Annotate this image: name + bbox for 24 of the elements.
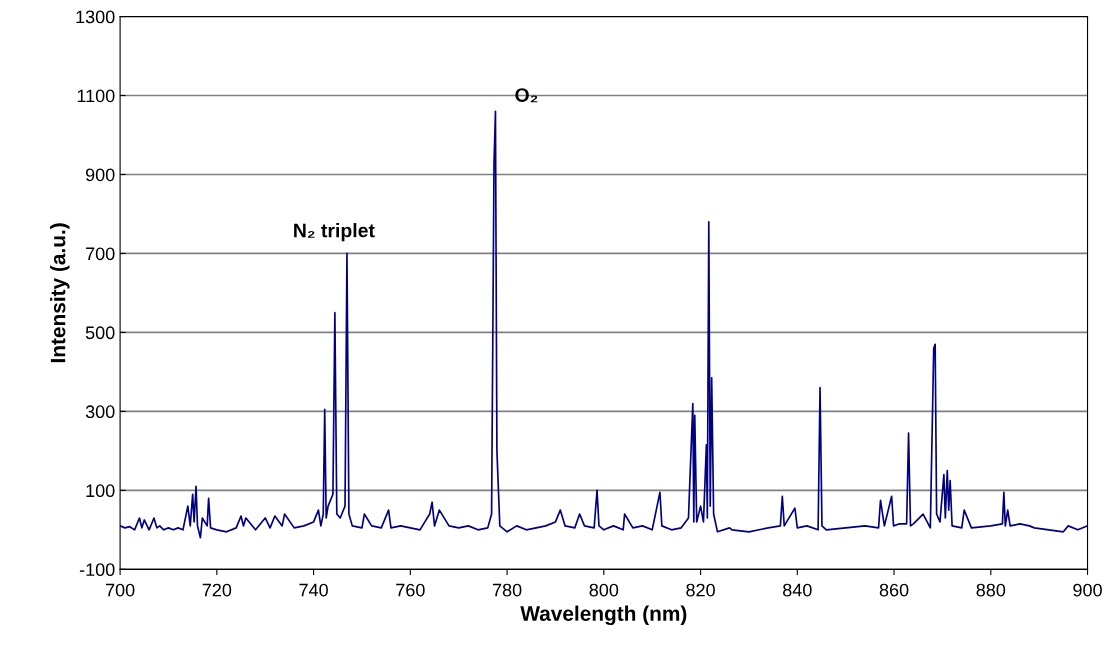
x-tick-label: 900 — [1073, 583, 1102, 597]
y-tick-label: 900 — [85, 168, 115, 182]
x-tick-label: 800 — [589, 583, 619, 597]
x-tick-label: 740 — [299, 583, 328, 597]
x-tick-label: 880 — [976, 583, 1006, 597]
y-tick-label: 100 — [86, 484, 115, 498]
annotation: O₂ — [515, 88, 538, 103]
x-tick-label: 720 — [202, 583, 232, 597]
annotation: N₂ triplet — [294, 223, 375, 242]
x-tick-label: 780 — [492, 583, 522, 597]
x-tick-label: 820 — [686, 583, 715, 597]
y-tick-label: -100 — [79, 563, 115, 577]
x-tick-label: 700 — [105, 583, 135, 597]
y-tick-label: 1300 — [76, 10, 115, 24]
y-tick-label: 700 — [86, 247, 115, 261]
line-series — [120, 110, 1088, 539]
y-tick-label: 1100 — [77, 89, 115, 103]
x-axis-title: Wavelength (nm) — [520, 605, 687, 626]
x-tick-label: 840 — [783, 583, 812, 597]
y-axis-title: Intensity (a.u.) — [50, 223, 70, 363]
y-tick-label: 500 — [85, 326, 115, 340]
x-tick-label: 760 — [396, 583, 425, 597]
x-tick-label: 860 — [879, 583, 909, 597]
y-tick-label: 300 — [85, 405, 115, 419]
